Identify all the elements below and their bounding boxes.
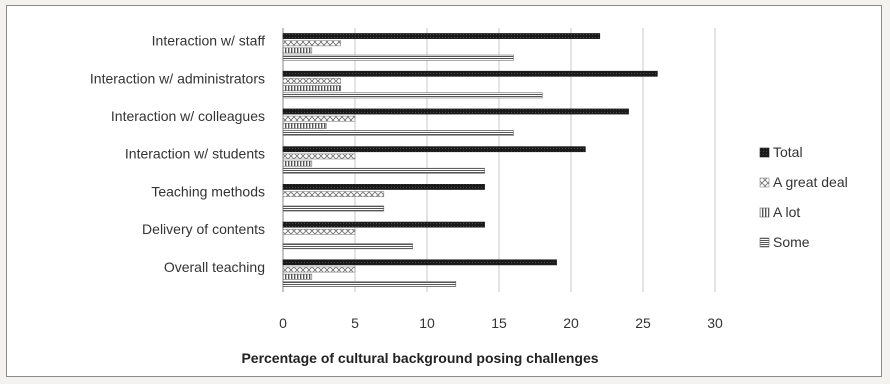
bar-total xyxy=(282,221,485,228)
gridlines xyxy=(354,28,716,292)
legend-swatch-a-lot xyxy=(759,207,770,218)
bar-a-great-deal xyxy=(282,153,356,160)
bar-total xyxy=(282,70,658,77)
bar-a-great-deal xyxy=(282,40,341,47)
bar-a-great-deal xyxy=(282,228,356,235)
bar-a-great-deal xyxy=(282,191,385,198)
x-tick-label: 15 xyxy=(491,315,507,331)
bar-a-great-deal xyxy=(282,266,356,273)
x-tick-label: 10 xyxy=(419,315,435,331)
bar-a-lot xyxy=(282,273,313,280)
category-label: Teaching methods xyxy=(151,183,265,199)
legend-label-some: Some xyxy=(773,234,810,250)
bar-some xyxy=(282,243,413,250)
bar-some xyxy=(282,130,514,136)
category-label: Delivery of contents xyxy=(142,221,265,237)
category-label: Interaction w/ administrators xyxy=(90,70,265,86)
bar-a-lot xyxy=(282,47,313,54)
bar-total xyxy=(282,33,601,39)
x-tick-label: 20 xyxy=(563,315,579,331)
category-label: Interaction w/ colleagues xyxy=(111,108,265,124)
legend-label-a-great-deal: A great deal xyxy=(773,174,848,190)
x-tick-label: 30 xyxy=(707,315,723,331)
legend-swatch-some xyxy=(759,237,770,248)
bars-group xyxy=(282,33,658,287)
bar-a-great-deal xyxy=(282,115,356,122)
bar-a-lot xyxy=(282,85,341,92)
bar-total xyxy=(282,108,629,115)
bar-a-great-deal xyxy=(282,78,341,84)
category-labels: Interaction w/ staff Interaction w/ admin… xyxy=(90,33,265,275)
bar-total xyxy=(282,146,586,153)
legend: Total A great deal A lot Some xyxy=(759,144,848,250)
category-label: Interaction w/ staff xyxy=(152,33,265,49)
category-label: Overall teaching xyxy=(164,259,265,275)
bar-some xyxy=(282,281,457,287)
bar-some xyxy=(282,205,385,212)
bar-total xyxy=(282,184,485,190)
x-tick-label: 5 xyxy=(351,315,359,331)
category-label: Interaction w/ students xyxy=(125,146,265,162)
legend-swatch-total xyxy=(759,147,770,158)
bar-a-lot xyxy=(282,160,313,167)
chart-frame xyxy=(6,5,882,377)
legend-label-a-lot: A lot xyxy=(773,204,800,220)
x-tick-label: 25 xyxy=(635,315,651,331)
legend-label-total: Total xyxy=(773,144,803,160)
bar-a-lot xyxy=(282,122,327,129)
bar-some xyxy=(282,167,485,174)
x-tick-label: 0 xyxy=(279,315,287,331)
x-tick-labels: 0 5 10 15 20 25 30 xyxy=(279,315,723,331)
bar-some xyxy=(282,54,514,61)
bar-some xyxy=(282,92,543,99)
legend-swatch-a-great-deal xyxy=(759,177,770,188)
bar-total xyxy=(282,259,557,266)
x-axis-title: Percentage of cultural background posing… xyxy=(241,350,598,366)
